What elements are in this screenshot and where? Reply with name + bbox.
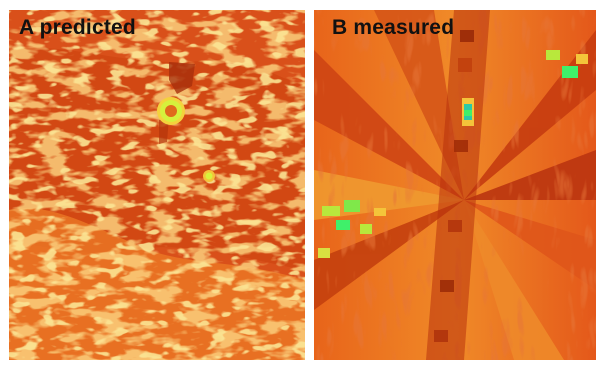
measured-left-hotspots xyxy=(318,200,386,258)
measured-map-panel: B measured xyxy=(314,10,596,360)
panel-a-label: A predicted xyxy=(19,16,136,39)
predicted-heatmap xyxy=(9,10,305,360)
predicted-ring-hotspot xyxy=(157,97,185,125)
measured-topright-hotspots xyxy=(546,50,588,78)
panel-b-label: B measured xyxy=(332,16,455,39)
measured-central-hotspot xyxy=(462,98,474,126)
predicted-small-hotspot xyxy=(203,170,215,182)
predicted-map-panel: A predicted xyxy=(9,10,305,360)
measured-heatmap xyxy=(314,10,596,360)
